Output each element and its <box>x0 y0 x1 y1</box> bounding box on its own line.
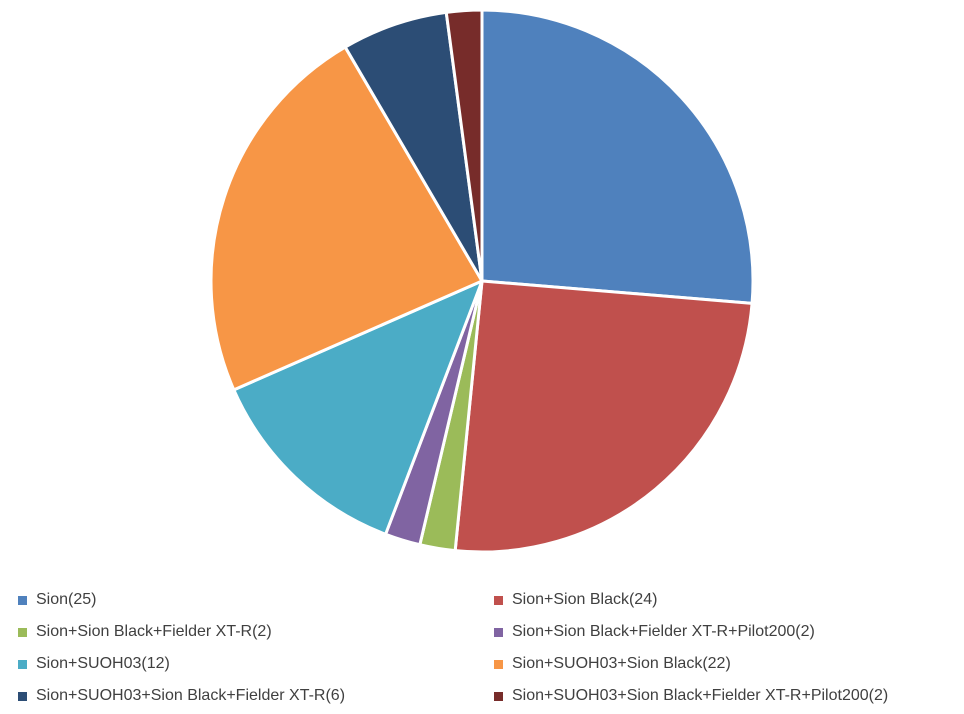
legend-label: Sion+Sion Black+Fielder XT-R(2) <box>36 623 272 640</box>
legend-label: Sion+Sion Black(24) <box>512 591 658 608</box>
chart-legend: Sion(25) Sion+Sion Black(24) Sion+Sion Bla… <box>0 586 964 714</box>
legend-label: Sion+Sion Black+Fielder XT-R+Pilot200(2) <box>512 623 815 640</box>
legend-label: Sion(25) <box>36 591 97 608</box>
legend-label: Sion+SUOH03+Sion Black(22) <box>512 655 731 672</box>
pie-slice-8 <box>444 8 484 283</box>
pie-chart <box>209 8 755 554</box>
legend-swatch <box>494 595 503 605</box>
legend-item-3: Sion+Sion Black+Fielder XT-R(2) <box>18 622 272 642</box>
legend-item-4: Sion+Sion Black+Fielder XT-R+Pilot200(2) <box>494 622 815 642</box>
legend-item-6: Sion+SUOH03+Sion Black(22) <box>494 654 731 674</box>
legend-item-1: Sion(25) <box>18 590 96 610</box>
pie-slice-1 <box>480 8 755 305</box>
legend-label: Sion+SUOH03(12) <box>36 655 170 672</box>
legend-swatch <box>494 691 503 701</box>
legend-swatch <box>18 659 27 669</box>
legend-swatch <box>18 691 27 701</box>
pie-slice-6 <box>209 45 484 392</box>
legend-swatch <box>494 627 503 637</box>
legend-item-2: Sion+Sion Black(24) <box>494 590 657 610</box>
legend-swatch <box>18 627 27 637</box>
pie-slice-5 <box>232 279 484 536</box>
legend-label: Sion+SUOH03+Sion Black+Fielder XT-R+Pilo… <box>512 687 889 704</box>
legend-swatch <box>494 659 503 669</box>
legend-item-7: Sion+SUOH03+Sion Black+Fielder XT-R(6) <box>18 686 345 706</box>
pie-chart-area <box>209 8 755 554</box>
legend-label: Sion+SUOH03+Sion Black+Fielder XT-R(6) <box>36 687 346 704</box>
legend-item-8: Sion+SUOH03+Sion Black+Fielder XT-R+Pilo… <box>494 686 888 706</box>
legend-item-5: Sion+SUOH03(12) <box>18 654 170 674</box>
legend-swatch <box>18 595 27 605</box>
pie-slice-2 <box>453 279 754 554</box>
pie-slices <box>209 8 755 554</box>
